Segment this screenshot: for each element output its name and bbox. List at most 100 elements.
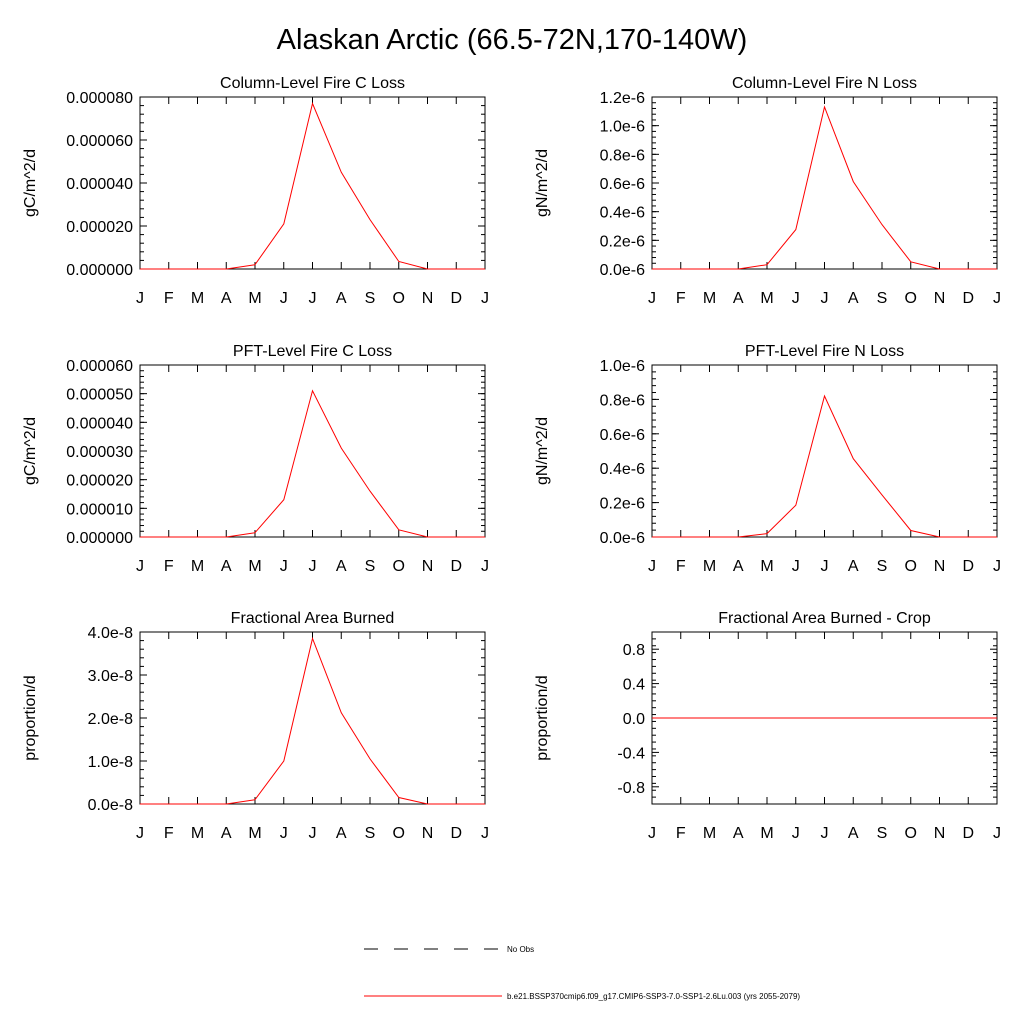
y-tick-label: 0.4 <box>623 677 645 694</box>
x-tick-label: O <box>905 825 917 842</box>
y-tick-label: 0.2e-6 <box>600 233 645 250</box>
x-tick-label: N <box>422 558 434 575</box>
x-tick-label: M <box>248 290 261 307</box>
x-tick-label: M <box>703 825 716 842</box>
x-tick-label: A <box>221 558 232 575</box>
y-tick-label: 0.000060 <box>66 358 133 375</box>
x-tick-label: J <box>792 558 800 575</box>
x-tick-label: J <box>136 558 144 575</box>
y-tick-label: 0.8 <box>623 642 645 659</box>
y-tick-label: 0.000020 <box>66 219 133 236</box>
y-tick-label: 0.4e-6 <box>600 205 645 222</box>
x-tick-label: J <box>309 825 317 842</box>
x-tick-label: J <box>821 290 829 307</box>
x-tick-label: A <box>221 825 232 842</box>
x-tick-label: S <box>365 825 376 842</box>
x-tick-label: A <box>848 825 859 842</box>
x-tick-label: S <box>877 558 888 575</box>
x-tick-label: D <box>450 825 462 842</box>
y-tick-label: 0.000000 <box>66 262 133 279</box>
x-tick-label: O <box>393 290 405 307</box>
plot-frame <box>139 631 486 805</box>
y-tick-label: -0.4 <box>617 745 645 762</box>
panel-title: Column-Level Fire N Loss <box>732 75 917 92</box>
panel-title: PFT-Level Fire C Loss <box>233 343 392 360</box>
panel-title: Fractional Area Burned <box>231 610 395 627</box>
figure-title: Alaskan Arctic (66.5-72N,170-140W) <box>276 24 748 56</box>
x-tick-label: M <box>760 558 773 575</box>
x-tick-label: M <box>760 825 773 842</box>
x-tick-label: J <box>993 290 1001 307</box>
x-tick-label: A <box>221 290 232 307</box>
x-tick-label: M <box>191 558 204 575</box>
legend-label-model: b.e21.BSSP370cmip6.f09_g17.CMIP6-SSP3-7.… <box>507 992 800 1001</box>
y-tick-label: 0.000020 <box>66 473 133 490</box>
x-tick-label: J <box>792 290 800 307</box>
x-tick-label: A <box>336 825 347 842</box>
y-axis-label: gC/m^2/d <box>22 417 39 485</box>
y-tick-label: 0.8e-6 <box>600 147 645 164</box>
x-tick-label: O <box>393 825 405 842</box>
y-tick-label: 1.0e-6 <box>600 358 645 375</box>
x-tick-label: M <box>248 825 261 842</box>
y-tick-label: 0.6e-6 <box>600 176 645 193</box>
x-tick-label: J <box>481 290 489 307</box>
y-tick-label: 0.0e-6 <box>600 530 645 547</box>
y-tick-label: 0.000000 <box>66 530 133 547</box>
x-tick-label: J <box>309 558 317 575</box>
legend: No Obs b.e21.BSSP370cmip6.f09_g17.CMIP6-S… <box>364 945 800 1001</box>
x-tick-label: J <box>136 290 144 307</box>
x-tick-label: J <box>136 825 144 842</box>
panel-title: Column-Level Fire C Loss <box>220 75 405 92</box>
y-axis-label: proportion/d <box>22 675 39 760</box>
x-tick-label: M <box>703 558 716 575</box>
y-tick-label: 0.0e-6 <box>600 262 645 279</box>
plot-frame <box>651 96 998 270</box>
y-tick-label: 0.0e-8 <box>88 797 133 814</box>
chart-panel-6: Fractional Area Burned - Crop proportion/… <box>534 610 1001 842</box>
series-line <box>140 101 485 270</box>
x-tick-label: J <box>280 558 288 575</box>
x-tick-label: A <box>733 558 744 575</box>
x-tick-label: J <box>280 825 288 842</box>
x-tick-label: J <box>280 290 288 307</box>
y-tick-label: 1.2e-6 <box>600 90 645 107</box>
x-tick-label: M <box>248 558 261 575</box>
y-tick-label: 0.4e-6 <box>600 461 645 478</box>
y-tick-label: 1.0e-6 <box>600 119 645 136</box>
x-tick-label: S <box>877 290 888 307</box>
x-tick-label: N <box>934 290 946 307</box>
y-axis-label: gC/m^2/d <box>22 149 39 217</box>
x-tick-label: N <box>422 290 434 307</box>
x-tick-label: F <box>164 558 174 575</box>
plot-frame <box>139 96 486 270</box>
series-line <box>140 389 485 538</box>
x-tick-label: A <box>733 825 744 842</box>
x-tick-label: D <box>962 558 974 575</box>
x-tick-label: J <box>648 558 656 575</box>
x-tick-label: A <box>733 290 744 307</box>
x-tick-label: J <box>648 825 656 842</box>
y-tick-label: 1.0e-8 <box>88 754 133 771</box>
x-tick-label: J <box>821 825 829 842</box>
y-tick-label: 0.000080 <box>66 90 133 107</box>
x-tick-label: O <box>905 290 917 307</box>
y-tick-label: 0.000010 <box>66 501 133 518</box>
x-tick-label: O <box>393 558 405 575</box>
x-tick-label: N <box>422 825 434 842</box>
y-tick-label: -0.8 <box>617 780 645 797</box>
x-tick-label: M <box>703 290 716 307</box>
x-tick-label: J <box>993 825 1001 842</box>
y-tick-label: 0.000040 <box>66 415 133 432</box>
x-tick-label: J <box>993 558 1001 575</box>
x-tick-label: A <box>336 290 347 307</box>
x-tick-label: D <box>962 825 974 842</box>
y-tick-label: 0.000030 <box>66 444 133 461</box>
x-tick-label: F <box>676 558 686 575</box>
